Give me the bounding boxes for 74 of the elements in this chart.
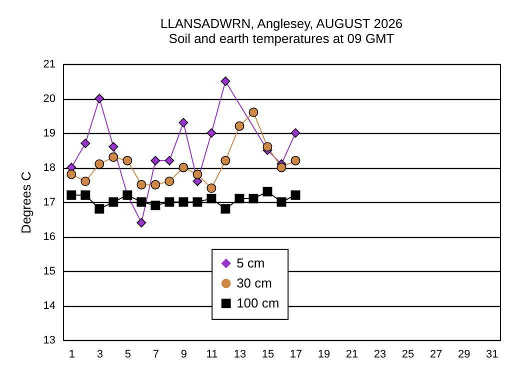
x-tick-label: 11	[206, 348, 218, 360]
x-tick-label: 29	[458, 348, 470, 360]
x-tick-label: 19	[318, 348, 330, 360]
point	[276, 162, 286, 172]
y-tick-label: 14	[43, 300, 56, 312]
point	[136, 197, 146, 207]
x-tick-label: 21	[346, 348, 358, 360]
point	[206, 183, 216, 193]
point	[94, 94, 104, 104]
point	[150, 156, 160, 166]
x-tick-label: 23	[374, 348, 386, 360]
x-tick-label: 1	[68, 348, 75, 360]
point	[136, 218, 146, 228]
point	[234, 121, 244, 131]
x-tick-label: 3	[96, 348, 103, 360]
x-tick-label: 15	[262, 348, 274, 360]
y-axis-title: Degrees C	[18, 171, 34, 234]
point	[80, 138, 90, 148]
legend-label: 30 cm	[236, 275, 272, 290]
y-tick-label: 17	[43, 196, 56, 208]
point	[206, 128, 216, 138]
point	[220, 76, 230, 86]
x-tick-label: 9	[180, 348, 188, 360]
y-tick-label: 19	[43, 128, 56, 140]
y-tick-label: 16	[43, 231, 56, 243]
point	[290, 128, 300, 138]
point	[80, 176, 90, 186]
point	[122, 156, 132, 166]
point	[108, 142, 118, 152]
point	[80, 190, 90, 200]
y-tick-label: 21	[43, 58, 56, 70]
point	[234, 194, 244, 204]
point	[290, 156, 300, 166]
legend-label: 100 cm	[236, 295, 280, 310]
point	[108, 197, 118, 207]
point	[150, 180, 160, 190]
x-tick-label: 31	[486, 348, 498, 360]
point	[178, 118, 188, 128]
point	[262, 142, 272, 152]
point	[66, 190, 76, 200]
point	[262, 186, 272, 196]
y-tick-label: 15	[43, 266, 56, 278]
point	[178, 162, 188, 172]
point	[248, 194, 258, 204]
x-tick-label: 13	[234, 348, 246, 360]
point	[192, 170, 202, 180]
point	[164, 197, 174, 207]
point	[290, 190, 300, 200]
point	[206, 194, 216, 204]
x-tick-label: 25	[402, 348, 414, 360]
point	[220, 204, 230, 214]
point	[178, 197, 188, 207]
point	[136, 180, 146, 190]
point	[66, 170, 76, 180]
y-tick-label: 13	[43, 334, 56, 346]
point	[276, 197, 286, 207]
x-tick-label: 5	[124, 348, 131, 360]
chart-subtitle: Soil and earth temperatures at 09 GMT	[168, 31, 394, 46]
point	[164, 156, 174, 166]
y-tick-label: 18	[43, 162, 56, 174]
point	[94, 159, 104, 169]
y-tick-label: 20	[43, 93, 56, 105]
point	[108, 152, 118, 162]
point	[248, 108, 258, 118]
legend-label: 5 cm	[236, 255, 265, 270]
chart-title: LLANSADWRN, Anglesey, AUGUST 2026	[160, 16, 403, 31]
point	[192, 197, 202, 207]
x-tick-label: 27	[430, 348, 442, 360]
point	[94, 204, 104, 214]
point	[220, 156, 230, 166]
point	[164, 176, 174, 186]
x-tick-label: 17	[290, 348, 302, 360]
x-tick-label: 7	[152, 348, 160, 360]
point	[150, 200, 160, 210]
